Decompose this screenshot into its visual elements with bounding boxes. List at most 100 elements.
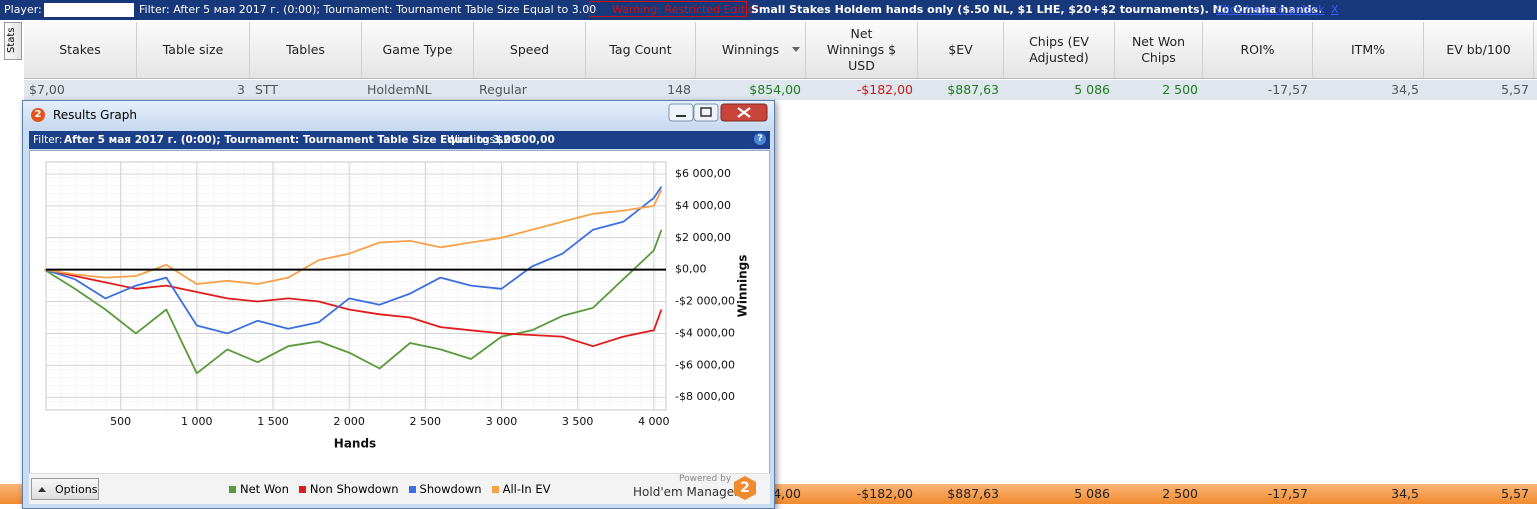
stats-tab[interactable]: Stats [4, 22, 22, 60]
table-cell: 5 086 [1074, 82, 1110, 97]
table-cell: HoldemNL [367, 82, 432, 97]
x-tick-label: 2 500 [410, 415, 442, 428]
table-cell: $7,00 [29, 82, 65, 97]
player-label: Player: [4, 3, 42, 16]
table-cell: 2 500 [1162, 82, 1198, 97]
minimize-button[interactable] [668, 103, 694, 122]
x-tick-label: 3 000 [486, 415, 518, 428]
player-input[interactable] [44, 3, 134, 17]
y-tick-label: -$2 000,00 [675, 295, 735, 308]
window-buttons [668, 103, 768, 122]
total-cell: 34,5 [1391, 486, 1419, 501]
y-axis-title: Winnings [736, 255, 750, 318]
legend-label: All-In EV [502, 482, 551, 496]
x-tick-label: 2 000 [333, 415, 365, 428]
column-header[interactable]: Table size [137, 22, 250, 78]
y-tick-label: $0,00 [675, 263, 707, 276]
legend-swatch [408, 485, 416, 493]
window-title: Results Graph [53, 108, 137, 122]
column-header[interactable]: Net Winnings $ USD [806, 22, 918, 78]
close-icon [737, 107, 751, 118]
table-cell: Regular [479, 82, 527, 97]
x-tick-label: 3 500 [562, 415, 594, 428]
column-header[interactable]: Stakes [24, 22, 137, 78]
y-tick-label: $2 000,00 [675, 231, 731, 244]
brand: Hold'em Manager [633, 485, 740, 499]
unlock-link[interactable]: Click here to unlock [1216, 3, 1325, 16]
table-header: Stakes Table size Tables Game Type Speed Tag … [24, 22, 1537, 79]
column-header[interactable]: $EV [918, 22, 1004, 78]
table-cell: $854,00 [749, 82, 801, 97]
x-tick-label: 500 [110, 415, 131, 428]
table-row: $7,00 3 STT HoldemNL Regular 148 $854,00 -$182,… [24, 80, 1537, 100]
stats-tab-label: Stats [6, 27, 17, 53]
brand-logo: 2 [734, 476, 756, 500]
top-bar: Player: Filter: After 5 мая 2017 г. (0:0… [0, 0, 1537, 20]
maximize-icon [700, 107, 712, 117]
results-chart: Hands Winnings 500 1 000 1 500 2 000 2 500 3 … [44, 161, 750, 451]
x-tick-label: 1 000 [181, 415, 213, 428]
options-arrow [38, 487, 46, 492]
legend-item: Non Showdown [298, 482, 399, 496]
options-button[interactable]: Options [31, 478, 99, 500]
column-header[interactable]: Game Type [362, 22, 474, 78]
total-cell: -17,57 [1267, 486, 1308, 501]
y-tick-label: -$8 000,00 [675, 390, 735, 403]
table-cell: 148 [667, 82, 691, 97]
plot-area [45, 161, 667, 411]
column-header[interactable]: Tables [250, 22, 362, 78]
table-cell: 34,5 [1391, 82, 1419, 97]
total-cell: -$182,00 [856, 486, 913, 501]
filter-text: Filter: After 5 мая 2017 г. (0:00); Tour… [139, 3, 597, 16]
column-header[interactable]: Speed [474, 22, 586, 78]
winnings-label: Winnings: [447, 134, 499, 146]
sort-arrow [792, 47, 800, 52]
maximize-button[interactable] [693, 103, 719, 122]
column-header[interactable]: ROI% [1203, 22, 1313, 78]
app-logo: 2 [31, 108, 45, 122]
graph-filter-label: Filter: [33, 134, 63, 146]
column-header[interactable]: Tag Count [586, 22, 696, 78]
options-label: Options [55, 483, 98, 496]
minimize-icon [676, 115, 686, 117]
table-cell: -17,57 [1267, 82, 1308, 97]
graph-footer: Options Net Won Non Showdown Showdown All-I… [29, 473, 770, 504]
help-icon[interactable]: ? [754, 133, 766, 145]
graph-filter-bar: Filter: After 5 мая 2017 г. (0:00); Tour… [29, 131, 770, 149]
column-header[interactable]: Chips (EV Adjusted) [1004, 22, 1115, 78]
total-cell: $887,63 [947, 486, 999, 501]
column-header[interactable]: Net Won Chips [1115, 22, 1203, 78]
y-tick-label: -$4 000,00 [675, 326, 735, 339]
legend-swatch [229, 485, 236, 493]
table-cell: STT [255, 82, 278, 97]
legend-swatch [298, 485, 306, 493]
legend-item: Showdown [408, 482, 482, 496]
close-notice[interactable]: X [1331, 3, 1339, 16]
legend-swatch [491, 485, 499, 493]
table-cell: -$182,00 [856, 82, 913, 97]
y-tick-label: -$6 000,00 [675, 358, 735, 371]
powered-by: Powered by [679, 474, 732, 484]
total-cell: 2 500 [1162, 486, 1198, 501]
legend-item: All-In EV [491, 482, 551, 496]
warning-box [589, 1, 747, 17]
total-cell: 5,57 [1501, 486, 1529, 501]
column-header[interactable]: Winnings [696, 22, 806, 78]
title-bar: 2 Results Graph [23, 101, 774, 129]
x-axis-title: Hands [334, 437, 376, 451]
total-cell: 5 086 [1074, 486, 1110, 501]
table-cell: $887,63 [947, 82, 999, 97]
legend-label: Showdown [419, 482, 482, 496]
legend: Net Won Non Showdown Showdown All-In EV [229, 482, 550, 496]
series-line [44, 229, 663, 375]
series-line [44, 268, 663, 348]
graph-filter: After 5 мая 2017 г. (0:00); Tournament: … [64, 134, 519, 146]
legend-label: Non Showdown [309, 482, 399, 496]
warning: Warning: Restricted Edition [612, 3, 762, 16]
table-cell: 3 [237, 82, 245, 97]
x-tick-label: 4 000 [638, 415, 670, 428]
column-header[interactable]: EV bb/100 [1424, 22, 1534, 78]
y-tick-label: $6 000,00 [675, 167, 731, 180]
column-header[interactable]: ITM% [1313, 22, 1424, 78]
